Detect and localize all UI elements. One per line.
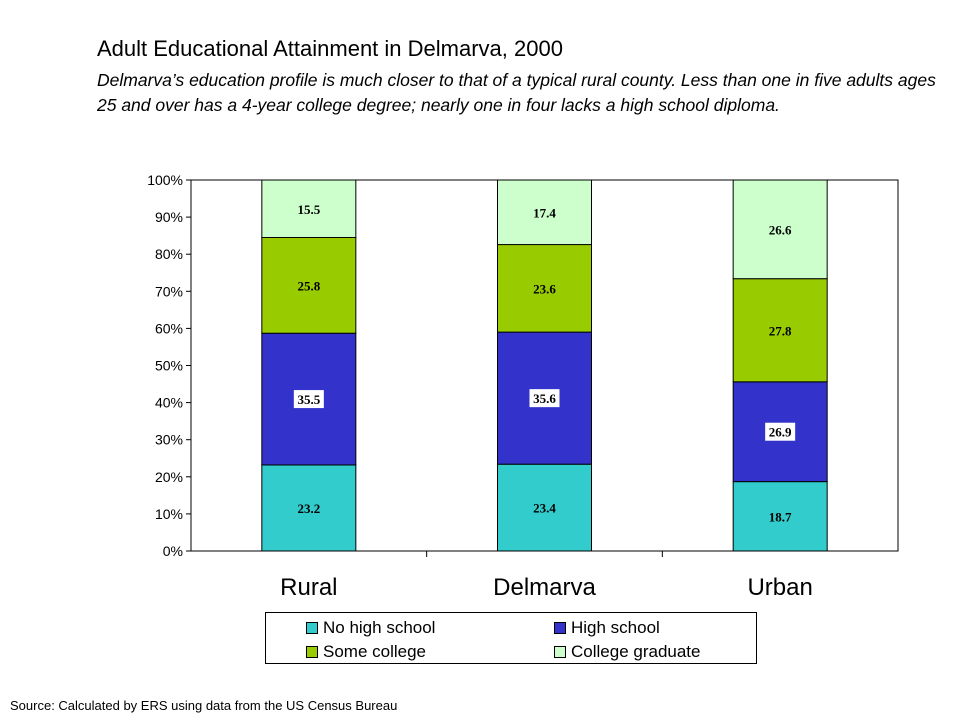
x-category-label: Urban	[747, 574, 812, 601]
bar-segment	[732, 481, 828, 552]
data-label: 25.8	[297, 278, 320, 293]
chart-title: Adult Educational Attainment in Delmarva…	[97, 36, 563, 61]
data-label-box	[529, 389, 560, 408]
data-label: 27.8	[769, 323, 792, 338]
y-tick-label: 50%	[155, 358, 183, 374]
y-tick-label: 90%	[155, 209, 183, 225]
data-label: 26.9	[769, 425, 792, 440]
data-label: 23.6	[533, 281, 556, 296]
data-label: 35.5	[297, 392, 320, 407]
bar-segment	[261, 179, 357, 239]
y-tick-label: 60%	[155, 320, 183, 336]
y-tick-label: 30%	[155, 432, 183, 448]
data-label: 18.7	[769, 509, 792, 524]
bar-segment	[497, 463, 592, 552]
legend-swatch	[554, 622, 566, 634]
legend-label: Some college	[323, 642, 427, 661]
bar-segment	[732, 278, 828, 383]
legend-label: High school	[571, 618, 660, 637]
data-label-box	[293, 390, 324, 409]
legend-label: College graduate	[571, 642, 701, 661]
bar-segment	[261, 237, 357, 334]
x-category-label: Delmarva	[493, 574, 596, 601]
bar-segment	[497, 244, 592, 333]
legend-swatch	[306, 646, 318, 658]
legend-label: No high school	[323, 618, 436, 637]
data-label: 23.4	[533, 501, 556, 516]
legend-swatch	[554, 646, 566, 658]
legend-swatch	[306, 622, 318, 634]
y-tick-label: 80%	[155, 246, 183, 262]
chart-subtitle: Delmarva’s education profile is much clo…	[97, 70, 936, 115]
legend-item: College graduate	[554, 642, 700, 662]
data-label: 15.5	[297, 202, 320, 217]
y-tick-label: 100%	[147, 172, 183, 188]
y-tick-label: 40%	[155, 395, 183, 411]
data-label: 23.2	[297, 501, 320, 516]
x-category-label: Rural	[280, 574, 337, 601]
data-label-box	[765, 422, 796, 441]
source-note: Source: Calculated by ERS using data fro…	[10, 698, 398, 713]
bar-segment	[497, 179, 592, 246]
y-tick-label: 10%	[155, 506, 183, 522]
legend-item: Some college	[306, 642, 426, 662]
data-label: 35.6	[533, 391, 556, 406]
data-label: 17.4	[533, 205, 556, 220]
legend-item: No high school	[306, 618, 435, 638]
legend-item: High school	[554, 618, 660, 638]
data-label: 26.6	[769, 222, 792, 237]
y-tick-label: 70%	[155, 283, 183, 299]
y-tick-label: 0%	[163, 543, 183, 559]
bar-segment	[732, 179, 828, 280]
y-tick-label: 20%	[155, 469, 183, 485]
bar-segment	[261, 464, 357, 552]
chart-legend: No high school High school Some college Col…	[265, 612, 757, 664]
